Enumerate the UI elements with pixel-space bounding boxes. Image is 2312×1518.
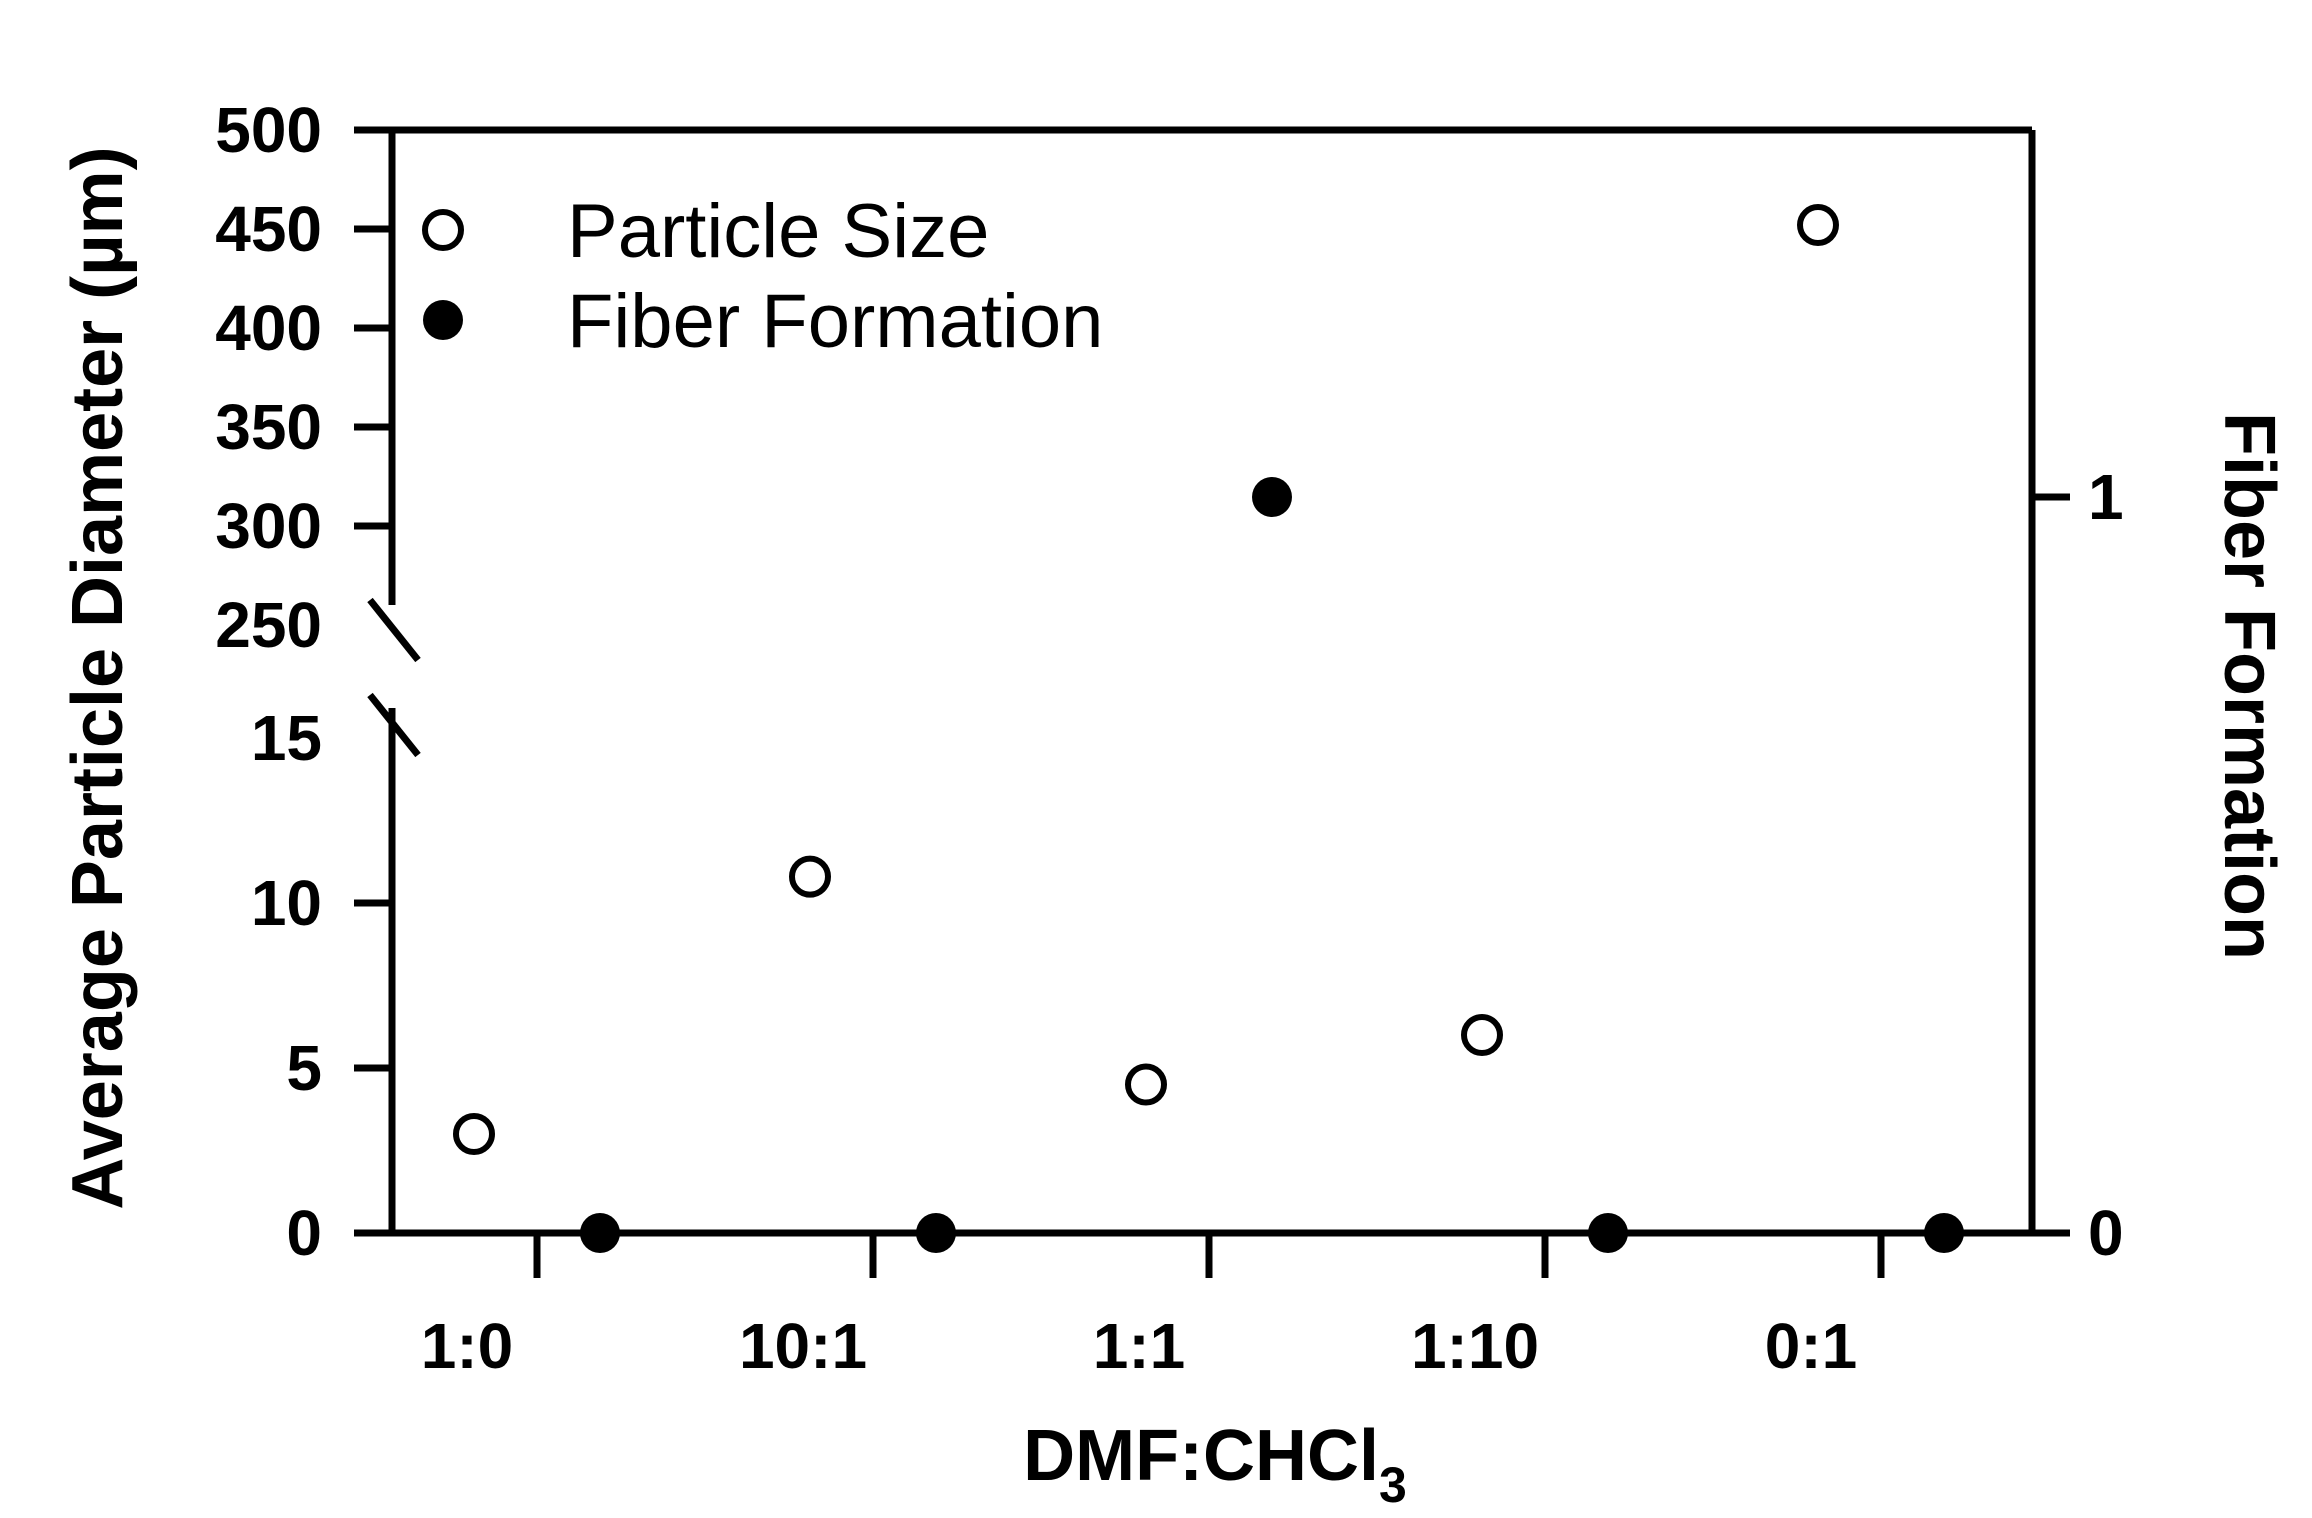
y-left-tick-label: 250	[215, 589, 322, 661]
y-left-tick-label: 300	[215, 490, 322, 562]
x-tick-label: 0:1	[1765, 1310, 1858, 1382]
particle-size-point	[1125, 1063, 1167, 1106]
y-right-tick-label: 1	[2088, 461, 2124, 533]
particle-size-point	[1461, 1014, 1503, 1056]
x-tick-label: 1:0	[421, 1310, 514, 1382]
axis-break-mark-upper	[367, 597, 421, 663]
y-left-tick-label: 350	[215, 391, 322, 463]
y-left-tick-label: 450	[215, 193, 322, 265]
legend-marker-open	[422, 209, 464, 251]
data-points	[453, 204, 1964, 1253]
y-left-tick-label: 10	[251, 867, 322, 939]
y-left-tick-label: 5	[286, 1032, 322, 1104]
particle-size-point	[789, 855, 831, 898]
x-axis-title: DMF:CHCl3	[1023, 1416, 1407, 1513]
legend-marker-filled	[423, 300, 463, 340]
tick-group: 250 300 350 400 450 500 0 5 10 15 0 1 1:0 10:1 1:1 1:10…	[215, 94, 2123, 1382]
axis-break-mark-lower	[367, 692, 421, 758]
y-right-axis-title: Fiber Formation	[2209, 412, 2289, 960]
fiber-formation-point	[1252, 477, 1292, 517]
y-right-tick-label: 0	[2088, 1197, 2124, 1269]
x-tick-label: 1:1	[1093, 1310, 1186, 1382]
particle-size-point	[1797, 204, 1839, 247]
fiber-formation-point	[580, 1213, 620, 1253]
y-left-tick-label: 0	[286, 1197, 322, 1269]
y-left-axis-title: Average Particle Diameter (µm)	[58, 146, 138, 1209]
y-left-tick-label: 400	[215, 292, 322, 364]
legend-label: Fiber Formation	[567, 279, 1103, 364]
fiber-formation-point	[1924, 1213, 1964, 1253]
x-tick-label: 10:1	[739, 1310, 867, 1382]
y-left-tick-label: 15	[251, 702, 322, 774]
axis-titles: DMF:CHCl3 Average Particle Diameter (µm) F…	[58, 146, 2289, 1513]
y-left-tick-label: 500	[215, 94, 322, 166]
fiber-formation-point	[916, 1213, 956, 1253]
x-tick-label: 1:10	[1411, 1310, 1539, 1382]
fiber-formation-point	[1588, 1213, 1628, 1253]
legend-label: Particle Size	[567, 189, 989, 274]
particle-size-point	[453, 1113, 495, 1155]
